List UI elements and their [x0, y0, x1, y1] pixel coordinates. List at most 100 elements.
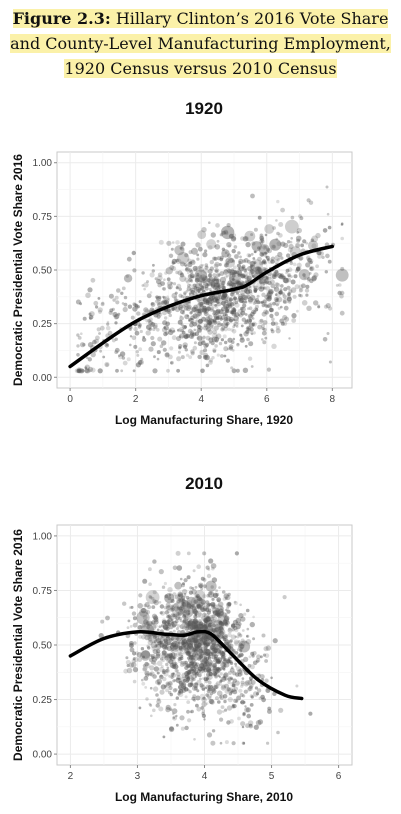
scatter-point — [169, 656, 173, 660]
scatter-point — [231, 628, 235, 632]
scatter-point — [160, 281, 166, 286]
scatter-point — [189, 273, 195, 279]
scatter-point — [243, 289, 248, 293]
scatter-point — [225, 296, 231, 302]
scatter-point — [202, 651, 206, 655]
scatter-point — [180, 241, 186, 247]
scatter-point — [287, 274, 291, 278]
scatter-point — [227, 677, 232, 682]
scatter-point — [203, 676, 209, 682]
scatter-point — [202, 666, 206, 670]
scatter-point — [250, 695, 254, 699]
scatter-point — [295, 235, 302, 242]
scatter-point — [189, 661, 194, 666]
scatter-point — [187, 609, 191, 613]
scatter-point — [163, 684, 168, 688]
scatter-point — [219, 645, 222, 649]
scatter-point — [236, 292, 239, 296]
scatter-point — [176, 650, 180, 654]
scatter-point — [171, 307, 175, 312]
scatter-point — [206, 634, 212, 640]
scatter-point — [211, 295, 216, 300]
scatter-point — [257, 256, 262, 262]
scatter-point — [246, 634, 250, 638]
scatter-point — [227, 676, 232, 681]
scatter-point — [203, 677, 208, 682]
scatter-point — [226, 620, 230, 625]
scatter-point — [223, 301, 227, 305]
scatter-point — [227, 337, 233, 343]
x-tick-label: 3 — [135, 771, 141, 782]
scatter-point — [265, 645, 272, 651]
scatter-point — [286, 253, 291, 258]
scatter-point — [220, 676, 226, 682]
scatter-point — [255, 297, 259, 302]
scatter-point — [278, 707, 284, 713]
scatter-point — [205, 335, 211, 341]
scatter-point — [205, 308, 210, 313]
scatter-point — [132, 268, 137, 273]
scatter-point — [196, 668, 202, 674]
scatter-point — [170, 644, 175, 649]
scatter-point — [183, 687, 189, 692]
scatter-point — [165, 662, 169, 667]
scatter-point — [205, 644, 209, 647]
scatter-point — [162, 320, 168, 326]
scatter-point — [194, 682, 199, 686]
scatter-point — [225, 358, 230, 363]
scatter-point — [305, 284, 310, 289]
scatter-point — [109, 308, 114, 313]
scatter-point — [165, 668, 170, 673]
scatter-point — [169, 708, 173, 711]
scatter-point — [209, 616, 215, 622]
scatter-point — [210, 232, 216, 238]
scatter-point — [176, 336, 181, 342]
scatter-point — [170, 247, 174, 251]
scatter-point — [174, 637, 177, 640]
scatter-point — [234, 254, 239, 259]
scatter-point — [170, 306, 176, 311]
scatter-point — [285, 268, 290, 273]
scatter-point — [170, 637, 175, 641]
scatter-point — [123, 274, 133, 283]
scatter-point — [173, 603, 179, 609]
scatter-point — [237, 640, 241, 643]
scatter-point — [195, 286, 200, 291]
scatter-point — [199, 623, 205, 629]
scatter-point — [175, 240, 180, 245]
scatter-point — [295, 684, 299, 688]
scatter-point — [177, 611, 183, 616]
scatter-point — [328, 306, 333, 311]
scatter-point — [170, 641, 181, 652]
scatter-point — [274, 269, 279, 274]
scatter-point — [224, 317, 228, 321]
scatter-point — [209, 324, 214, 329]
scatter-point — [214, 344, 218, 348]
scatter-point — [179, 715, 185, 721]
scatter-point — [179, 333, 185, 339]
scatter-point — [171, 662, 177, 667]
scatter-point — [309, 266, 314, 271]
scatter-point — [251, 322, 256, 327]
scatter-point — [249, 685, 253, 689]
scatter-point — [173, 644, 179, 650]
scatter-point — [199, 654, 204, 658]
scatter-point — [149, 704, 153, 707]
scatter-point — [240, 273, 245, 278]
scatter-point — [97, 307, 103, 313]
scatter-point — [195, 265, 200, 271]
scatter-point — [201, 660, 205, 664]
scatter-point — [207, 608, 212, 613]
scatter-point — [274, 255, 281, 261]
scatter-point — [146, 622, 157, 632]
scatter-point — [183, 291, 187, 295]
scatter-point — [166, 240, 172, 246]
scatter-point — [159, 642, 165, 648]
scatter-point — [218, 621, 221, 624]
scatter-point — [188, 250, 193, 255]
scatter-point — [121, 356, 126, 360]
scatter-point — [262, 286, 267, 290]
scatter-point — [229, 661, 234, 665]
scatter-point — [84, 368, 89, 373]
